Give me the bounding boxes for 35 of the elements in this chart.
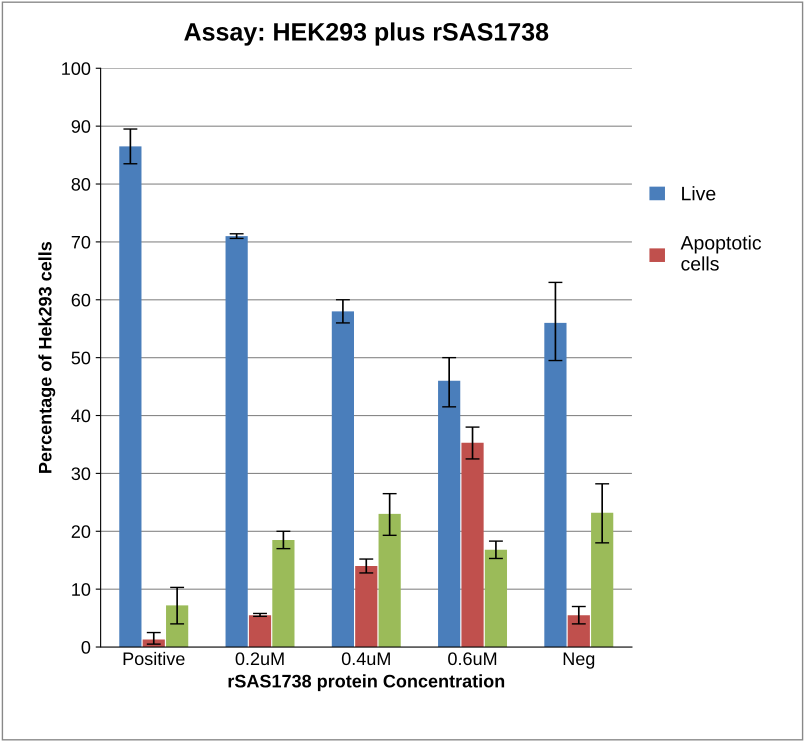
bar bbox=[591, 512, 614, 648]
y-tick-label: 20 bbox=[72, 525, 90, 538]
x-tick-label: Neg bbox=[564, 652, 594, 669]
x-tick-label: Positive bbox=[124, 652, 185, 666]
y-tick-label: 40 bbox=[71, 409, 90, 422]
y-tick-label: 100 bbox=[62, 62, 90, 75]
bar bbox=[119, 146, 142, 648]
x-tick-label: 0.6uM bbox=[448, 652, 496, 666]
bar bbox=[544, 322, 567, 648]
bar bbox=[332, 311, 354, 648]
chart-title: Assay: HEK293 plus rSAS1738 bbox=[184, 22, 548, 46]
bar bbox=[272, 540, 294, 648]
y-tick-label: 80 bbox=[72, 178, 90, 191]
x-tick-label: 0.2uM bbox=[236, 652, 284, 666]
bar bbox=[166, 605, 188, 648]
bar bbox=[568, 615, 590, 648]
bar bbox=[484, 550, 508, 648]
y-tick-label: 90 bbox=[72, 120, 90, 133]
y-tick-label: 60 bbox=[72, 294, 90, 306]
legend-label: Live bbox=[682, 186, 716, 200]
x-tick-label: 0.4uM bbox=[342, 652, 390, 666]
legend-label: Apoptotic cells bbox=[680, 235, 762, 271]
bar bbox=[461, 442, 484, 648]
bar bbox=[378, 514, 401, 648]
bar bbox=[226, 236, 248, 648]
x-axis-title: rSAS1738 protein Concentration bbox=[228, 674, 504, 692]
y-tick-label: 0 bbox=[82, 640, 90, 654]
y-axis-title: Percentage of Hek293 cells bbox=[38, 242, 56, 473]
y-tick-label: 50 bbox=[72, 352, 90, 364]
y-tick-label: 10 bbox=[72, 583, 90, 596]
bar bbox=[438, 380, 460, 648]
y-tick-label: 70 bbox=[72, 236, 90, 249]
bar bbox=[355, 566, 378, 648]
y-tick-label: 30 bbox=[72, 467, 90, 480]
bar bbox=[248, 615, 272, 648]
